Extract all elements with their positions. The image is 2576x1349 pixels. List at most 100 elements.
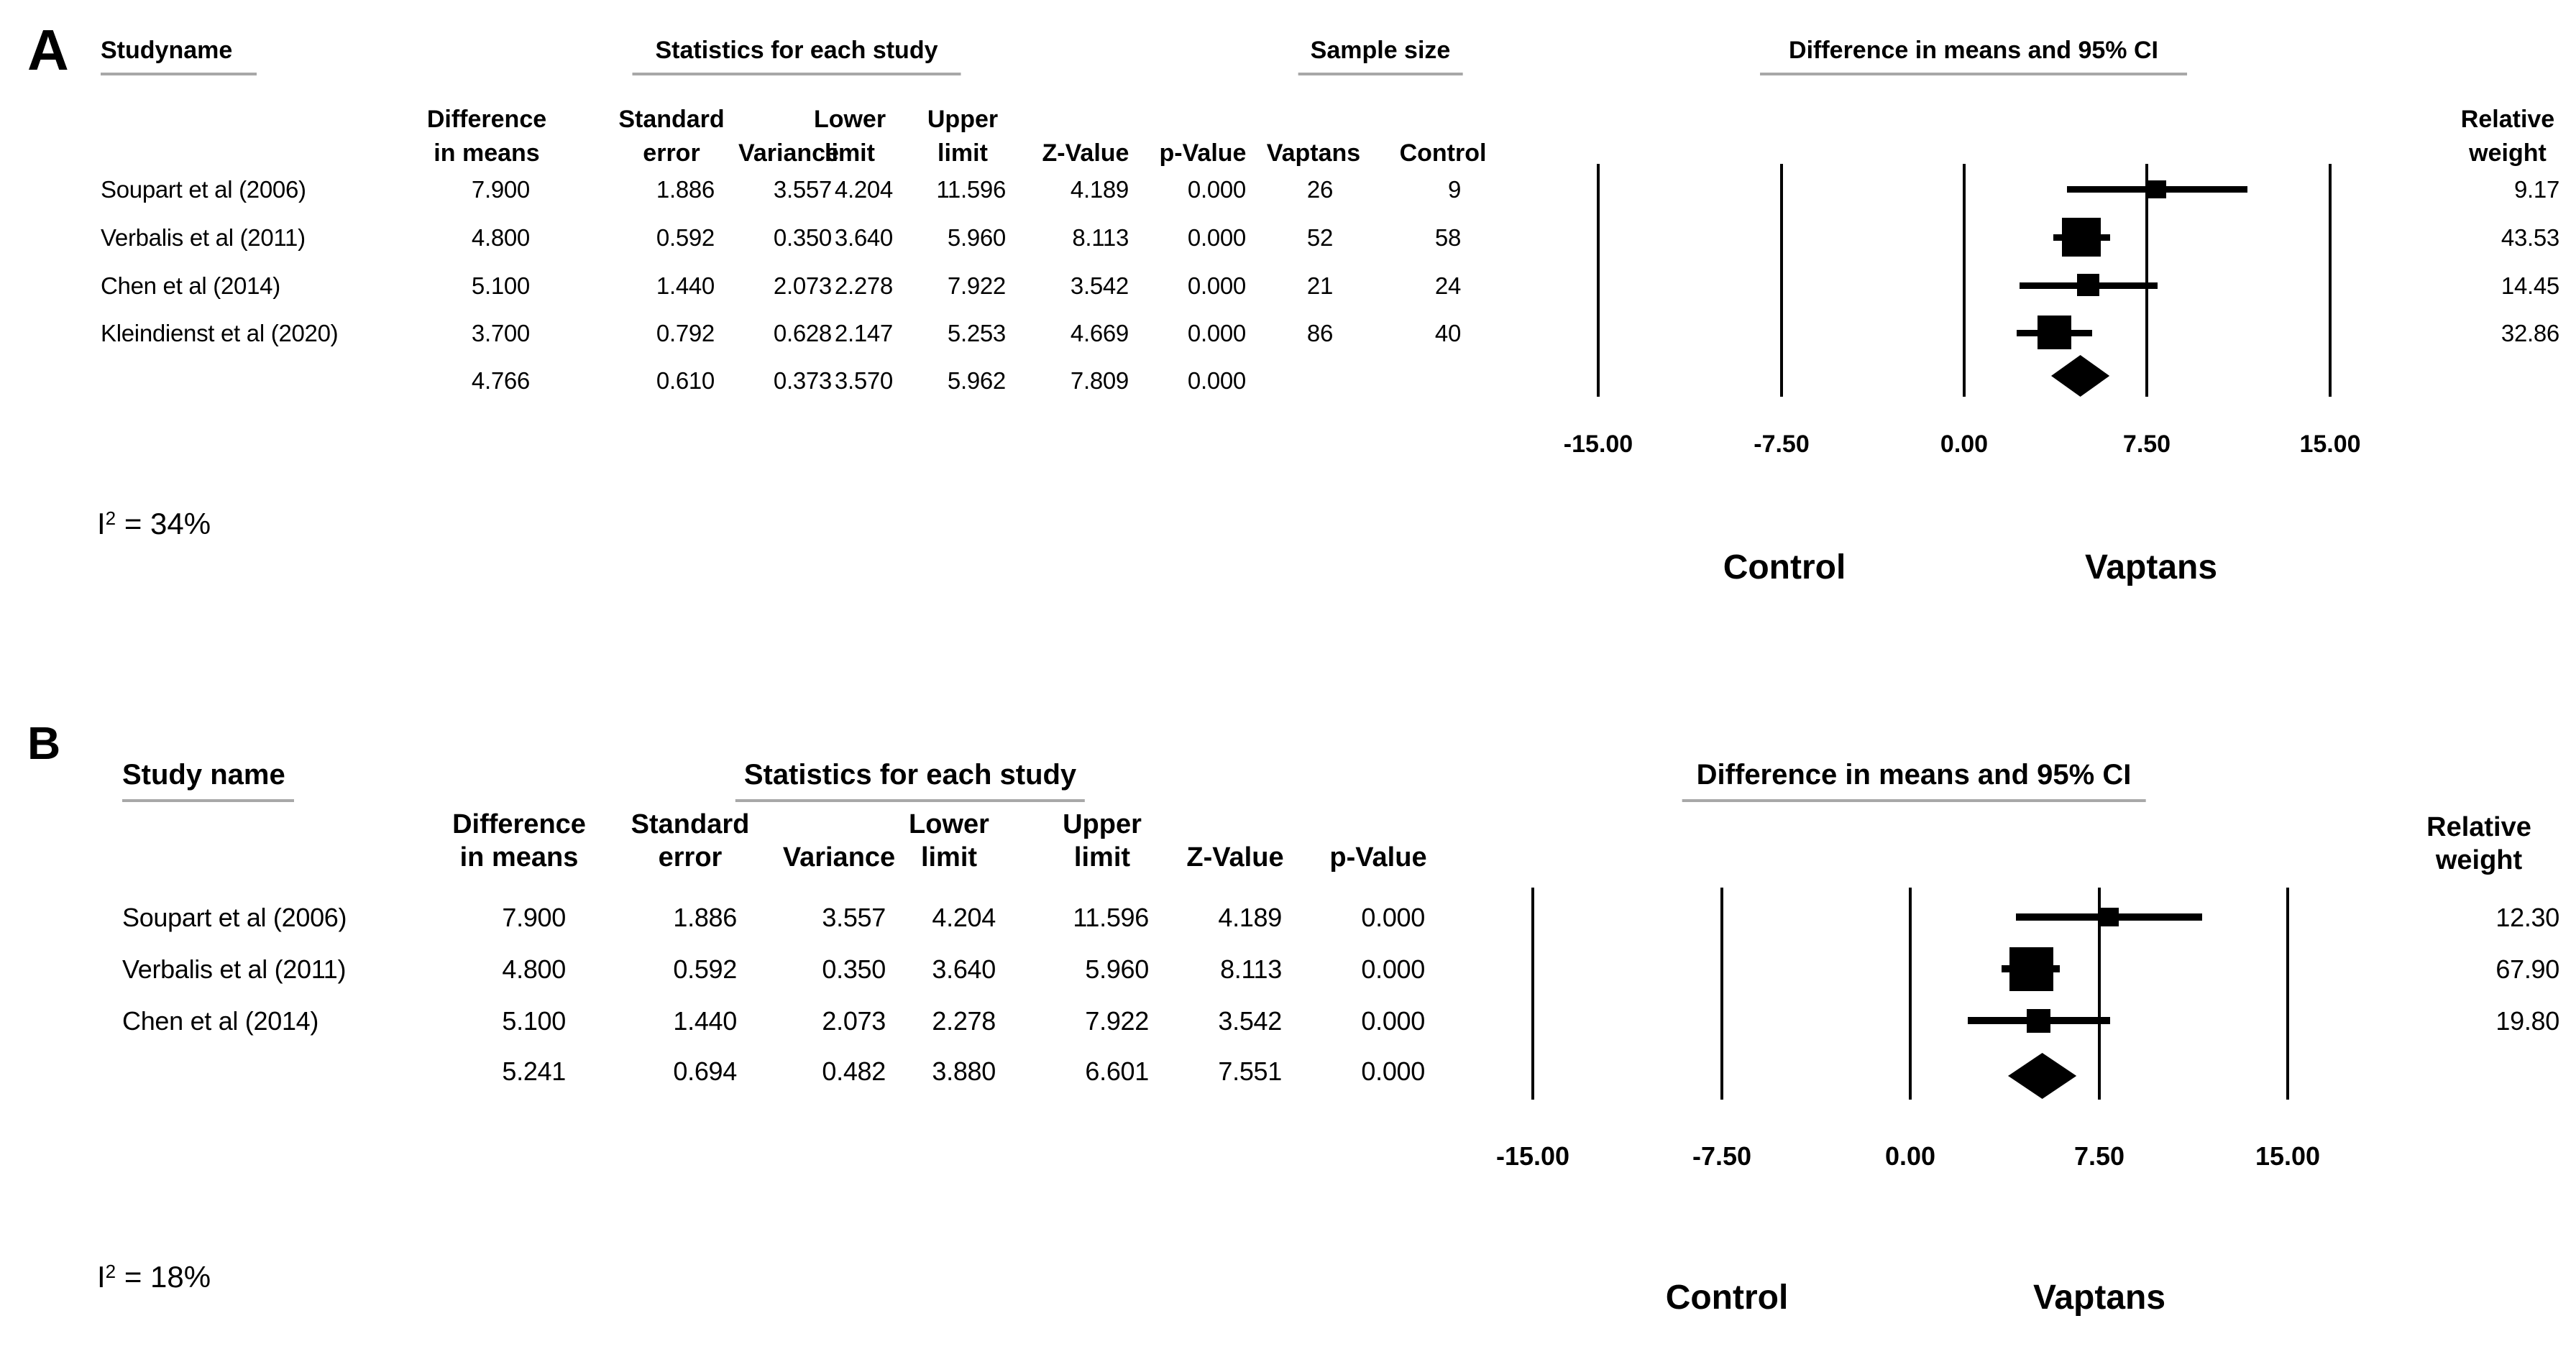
cell: 58: [1434, 224, 1461, 251]
mean-square: [2038, 316, 2071, 349]
axis-tick-label: -15.00: [1495, 1141, 1570, 1171]
stats-header: Statistics for each study: [735, 759, 1086, 802]
axis-tick-label: 7.50: [2073, 1141, 2125, 1171]
cell: 4.204: [932, 903, 996, 932]
cell: 2.073: [822, 1006, 886, 1036]
heterogeneity-label: I2 = 18%: [97, 1262, 211, 1292]
column-header: Difference in means: [426, 106, 547, 167]
relative-weight-header: Relative weight: [2460, 106, 2555, 167]
column-header: Standard error: [631, 809, 750, 873]
cell: 0.000: [1187, 320, 1246, 346]
summary-cell: 3.880: [932, 1056, 996, 1086]
cell: 86: [1306, 320, 1333, 346]
axis-tick-label: 0.00: [1940, 431, 1989, 458]
summary-cell: 4.766: [471, 367, 530, 394]
axis-tick-label: 15.00: [2255, 1141, 2321, 1171]
cell: 1.440: [656, 272, 715, 299]
cell: 9: [1447, 176, 1461, 203]
cell: 4.800: [471, 224, 530, 251]
cell: 5.960: [947, 224, 1006, 251]
cell: 0.000: [1187, 224, 1246, 251]
mean-square: [2009, 947, 2053, 991]
cell: 0.592: [673, 954, 737, 984]
cell: 8.113: [1220, 954, 1282, 984]
cell: 40: [1434, 320, 1461, 346]
column-header: Z-Value: [1186, 842, 1284, 873]
summary-cell: 0.694: [673, 1056, 737, 1086]
summary-cell: 5.241: [502, 1056, 566, 1086]
column-header: Lower limit: [909, 809, 989, 873]
column-header: Upper limit: [1063, 809, 1142, 873]
cell: 2.073: [773, 272, 832, 299]
study-name: Soupart et al (2006): [101, 176, 306, 203]
cell: 5.253: [947, 320, 1006, 346]
summary-cell: 0.610: [656, 367, 715, 394]
relative-weight-value: 9.17: [2513, 176, 2559, 203]
relative-weight-value: 67.90: [2495, 954, 2559, 984]
summary-cell: 7.809: [1070, 367, 1129, 394]
cell: 0.628: [773, 320, 832, 346]
relative-weight-value: 43.53: [2501, 224, 2559, 251]
axis-gridline: [2098, 888, 2101, 1100]
cell: 7.900: [502, 903, 566, 932]
axis-gridline: [2286, 888, 2289, 1100]
group-label-control: Control: [1723, 548, 1846, 586]
heterogeneity-label: I2 = 34%: [97, 509, 211, 539]
group-label-vaptans: Vaptans: [2084, 548, 2218, 586]
cell: 11.596: [1073, 903, 1149, 932]
i2-superscript: 2: [105, 507, 116, 529]
cell: 5.100: [502, 1006, 566, 1036]
cell: 3.640: [834, 224, 893, 251]
relative-weight-value: 19.80: [2495, 1006, 2559, 1036]
mean-square: [2148, 180, 2166, 198]
axis-gridline: [1597, 164, 1600, 397]
cell: 0.792: [656, 320, 715, 346]
cell: 8.113: [1072, 224, 1129, 251]
cell: 2.147: [834, 320, 893, 346]
group-label-vaptans: Vaptans: [2032, 1279, 2166, 1317]
cell: 4.189: [1218, 903, 1282, 932]
i2-value: = 34%: [116, 507, 211, 540]
study-name-header: Studyname: [101, 37, 257, 76]
cell: 4.669: [1070, 320, 1129, 346]
cell: 0.350: [822, 954, 886, 984]
axis-tick-label: 0.00: [1884, 1141, 1936, 1171]
cell: 3.542: [1070, 272, 1129, 299]
column-header: p-Value: [1159, 139, 1247, 167]
axis-tick-label: -15.00: [1563, 431, 1633, 458]
cell: 26: [1306, 176, 1333, 203]
sample-size-header: Sample size: [1298, 37, 1463, 76]
cell: 0.350: [773, 224, 832, 251]
cell: 0.000: [1361, 954, 1425, 984]
study-name: Chen et al (2014): [101, 272, 280, 299]
cell: 4.204: [834, 176, 893, 203]
axis-gridline: [2329, 164, 2332, 397]
axis-tick-label: -7.50: [1692, 1141, 1752, 1171]
summary-cell: 0.373: [773, 367, 832, 394]
study-name: Kleindienst et al (2020): [101, 320, 339, 346]
panel-label: A: [27, 18, 69, 82]
relative-weight-value: 32.86: [2501, 320, 2559, 346]
summary-cell: 3.570: [834, 367, 893, 394]
column-header: Lower limit: [813, 106, 886, 167]
cell: 24: [1434, 272, 1461, 299]
cell: 5.960: [1085, 954, 1149, 984]
relative-weight-value: 12.30: [2495, 903, 2559, 932]
column-header: Standard error: [618, 106, 725, 167]
study-name: Chen et al (2014): [122, 1006, 319, 1036]
cell: 2.278: [932, 1006, 996, 1036]
cell: 0.000: [1361, 1006, 1425, 1036]
i2-superscript: 2: [105, 1260, 116, 1282]
column-header: Difference in means: [452, 809, 586, 873]
study-name: Soupart et al (2006): [122, 903, 347, 932]
summary-cell: 5.962: [947, 367, 1006, 394]
summary-cell: 7.551: [1218, 1056, 1282, 1086]
i2-base: I: [97, 1260, 106, 1294]
group-label-control: Control: [1665, 1279, 1789, 1317]
summary-diamond: [2008, 1053, 2076, 1099]
cell: 0.000: [1361, 903, 1425, 932]
stats-header: Statistics for each study: [632, 37, 961, 76]
column-header: p-Value: [1329, 842, 1427, 873]
